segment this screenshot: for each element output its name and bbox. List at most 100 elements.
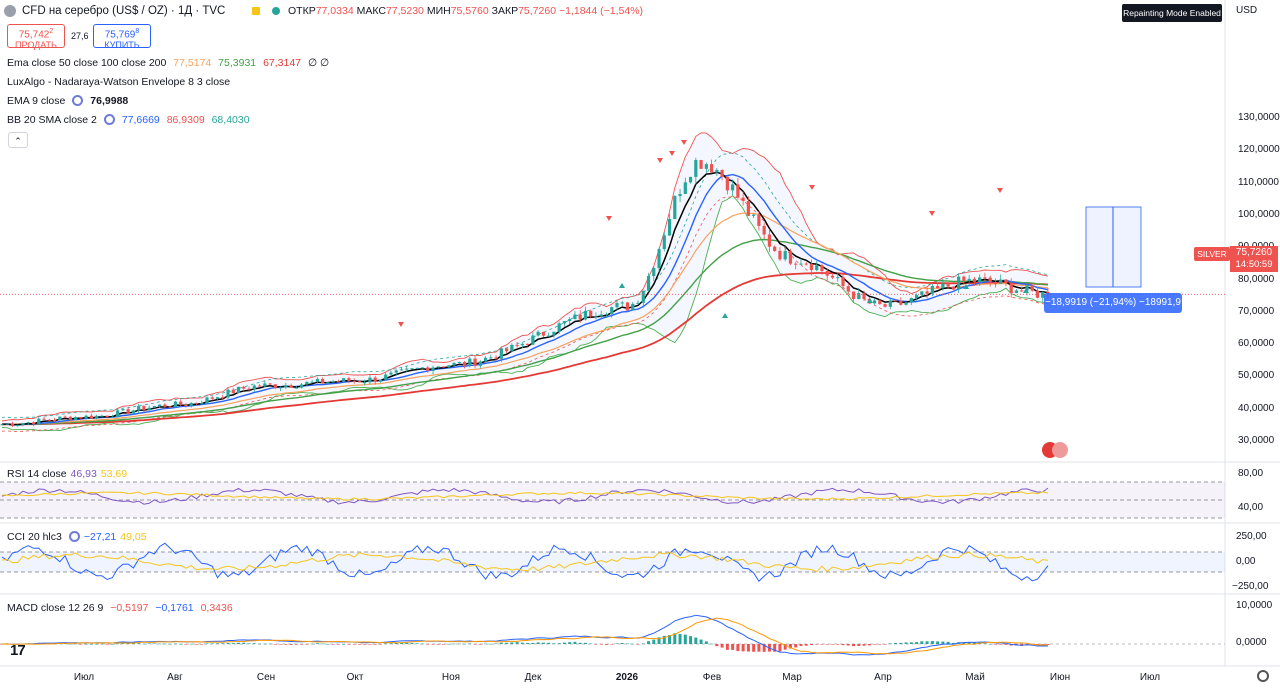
settings-icon[interactable] bbox=[68, 531, 80, 542]
candle bbox=[699, 160, 703, 169]
macd-histogram-bar bbox=[389, 643, 393, 644]
candle bbox=[342, 378, 346, 382]
candle bbox=[0, 424, 4, 426]
price-tick: 30,0000 bbox=[1238, 435, 1275, 446]
time-tick: Дек bbox=[524, 672, 542, 683]
candle bbox=[310, 381, 314, 383]
macd-histogram-bar bbox=[1041, 644, 1045, 645]
macd-histogram-bar bbox=[478, 644, 482, 645]
macd-histogram-bar bbox=[321, 643, 325, 645]
legend-ema9[interactable]: EMA 9 close 76,9988 bbox=[7, 95, 129, 107]
macd-histogram-bar bbox=[442, 644, 446, 645]
live-dot-icon bbox=[272, 7, 280, 15]
gear-icon[interactable] bbox=[1257, 670, 1269, 682]
macd-histogram-bar bbox=[394, 642, 398, 644]
candle bbox=[321, 378, 325, 384]
candle bbox=[483, 357, 488, 362]
candle bbox=[515, 344, 519, 346]
macd-histogram-bar bbox=[857, 644, 861, 647]
legend-macd[interactable]: MACD close 12 26 9 −0,5197 −0,1761 0,343… bbox=[7, 602, 233, 614]
buy-signal-marker bbox=[722, 313, 728, 318]
macd-histogram-bar bbox=[888, 643, 892, 644]
sell-button[interactable]: 75,7422 ПРОДАТЬ bbox=[7, 24, 65, 50]
legend-cci[interactable]: CCI 20 hlc3 −27,21 49,05 bbox=[7, 531, 147, 543]
candle bbox=[42, 418, 46, 420]
candle bbox=[731, 184, 735, 191]
candle bbox=[1004, 279, 1008, 284]
candle bbox=[79, 417, 83, 419]
candle bbox=[1041, 291, 1045, 298]
time-tick: Апр bbox=[874, 672, 892, 683]
candle bbox=[252, 385, 256, 390]
candle bbox=[231, 389, 235, 394]
legend-ema[interactable]: Ema close 50 close 100 close 200 77,5174… bbox=[7, 57, 330, 69]
flag-circle bbox=[1052, 442, 1068, 458]
candle bbox=[999, 279, 1003, 284]
candle bbox=[68, 416, 72, 420]
buy-button[interactable]: 75,7698 КУПИТЬ bbox=[93, 24, 151, 50]
candle bbox=[326, 382, 330, 384]
candle bbox=[941, 283, 945, 289]
macd-histogram-bar bbox=[589, 643, 593, 645]
macd-histogram-bar bbox=[326, 643, 330, 645]
macd-histogram-bar bbox=[710, 643, 714, 645]
candle bbox=[368, 377, 372, 383]
symbol-title[interactable]: CFD на серебро (US$ / OZ) · 1Д · TVC bbox=[22, 5, 226, 17]
candle bbox=[110, 416, 114, 418]
candle bbox=[116, 410, 120, 417]
macd-histogram-bar bbox=[883, 644, 887, 645]
candle bbox=[652, 268, 656, 277]
candle bbox=[5, 423, 9, 425]
candle bbox=[89, 415, 93, 419]
candle bbox=[547, 335, 551, 337]
candle bbox=[641, 290, 645, 303]
macd-histogram-bar bbox=[431, 644, 435, 645]
settings-icon[interactable] bbox=[103, 114, 115, 125]
currency-flag-icon bbox=[1042, 442, 1068, 458]
macd-histogram-bar bbox=[967, 642, 971, 644]
sell-signal-marker bbox=[669, 151, 675, 156]
macd-histogram-bar bbox=[894, 642, 898, 644]
macd-histogram-bar bbox=[226, 643, 230, 644]
macd-histogram-bar bbox=[783, 644, 787, 650]
buy-signal-marker bbox=[1023, 288, 1029, 293]
last-price-label: 75,7260 14:50:59 bbox=[1230, 246, 1278, 272]
candle bbox=[405, 368, 409, 370]
macd-histogram-bar bbox=[205, 643, 209, 645]
candle bbox=[820, 265, 824, 272]
legend-rsi[interactable]: RSI 14 close 46,93 53,69 bbox=[7, 468, 128, 480]
macd-histogram-bar bbox=[899, 642, 903, 644]
macd-histogram-bar bbox=[615, 643, 619, 644]
candle bbox=[815, 265, 819, 271]
candle bbox=[625, 302, 630, 311]
time-tick: Окт bbox=[346, 672, 364, 683]
macd-histogram-bar bbox=[951, 642, 955, 644]
macd-histogram-bar bbox=[484, 643, 488, 645]
macd-histogram-bar bbox=[184, 644, 188, 645]
macd-histogram-bar bbox=[426, 644, 430, 645]
legend-bb[interactable]: BB 20 SMA close 2 77,6669 86,9309 68,403… bbox=[7, 114, 250, 126]
macd-histogram-bar bbox=[158, 643, 162, 645]
currency-selector[interactable]: USD bbox=[1236, 5, 1258, 16]
macd-histogram-bar bbox=[652, 639, 656, 644]
macd-histogram-bar bbox=[536, 642, 540, 644]
macd-histogram-bar bbox=[289, 644, 293, 645]
macd-tick: 10,0000 bbox=[1236, 600, 1273, 611]
time-tick: Фев bbox=[702, 672, 722, 683]
macd-histogram-bar bbox=[173, 643, 177, 645]
macd-histogram-bar bbox=[494, 643, 498, 645]
candle bbox=[63, 416, 67, 418]
macd-histogram-bar bbox=[210, 643, 214, 645]
macd-histogram-bar bbox=[978, 643, 982, 644]
collapse-legend-button[interactable]: ⌃ bbox=[8, 132, 28, 148]
candle bbox=[646, 276, 651, 291]
candle bbox=[263, 383, 267, 387]
settings-icon[interactable] bbox=[72, 95, 84, 106]
candle bbox=[620, 302, 624, 304]
candle bbox=[1014, 290, 1019, 293]
macd-histogram-bar bbox=[284, 644, 288, 645]
macd-histogram-bar bbox=[473, 644, 477, 645]
macd-histogram-bar bbox=[463, 643, 467, 645]
legend-luxalgo[interactable]: LuxAlgo - Nadaraya-Watson Envelope 8 3 c… bbox=[7, 76, 231, 88]
